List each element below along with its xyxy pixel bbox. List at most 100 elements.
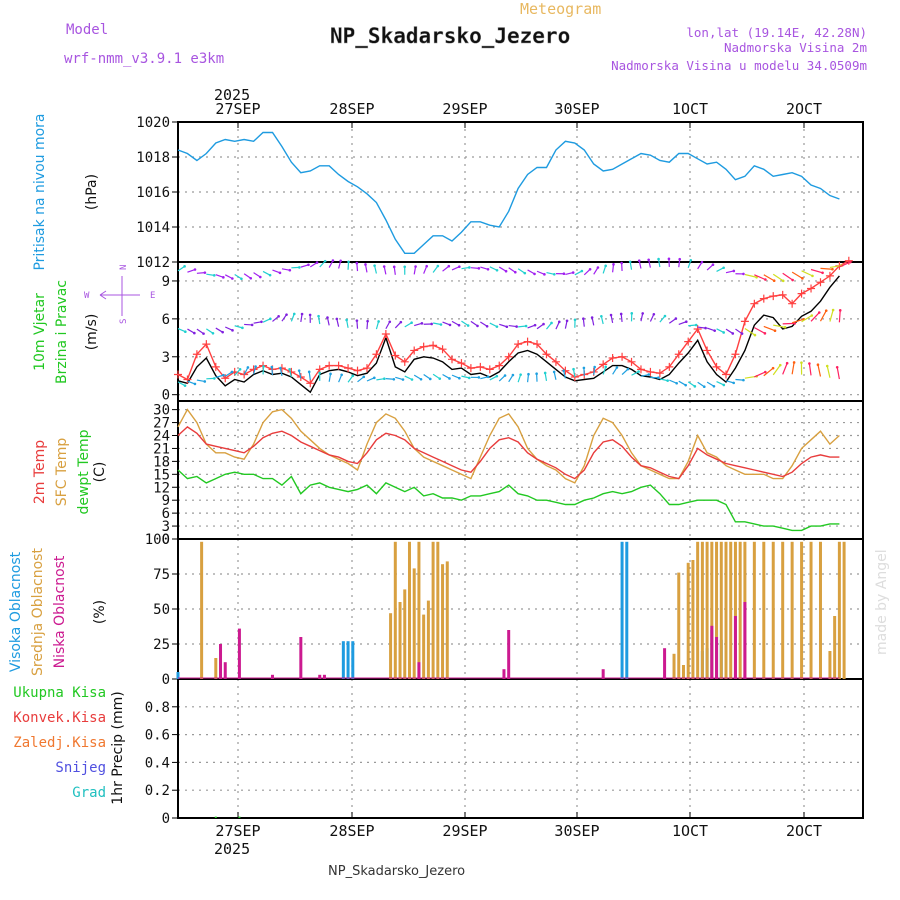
gust-marker — [684, 337, 693, 346]
wind-arrow — [224, 371, 233, 377]
wind-arrow — [754, 327, 766, 334]
wind-arrow-head — [515, 325, 518, 328]
wind-arrow-head — [439, 323, 443, 326]
gust-marker — [674, 350, 683, 359]
wind-arrow — [527, 269, 535, 275]
y-axis-label-wind-dir: Brzina i Pravac — [54, 280, 70, 384]
wind-arrow — [648, 259, 651, 268]
wind-arrow — [288, 369, 292, 378]
wind-arrow-head — [637, 370, 640, 373]
wind-arrow — [593, 267, 599, 275]
wind-arrow-head — [722, 383, 726, 387]
wind-arrow — [356, 263, 359, 272]
wind-arrow-head — [377, 320, 380, 323]
wind-arrow — [706, 264, 714, 271]
wind-arrow — [375, 321, 380, 330]
wind-arrow-head — [667, 257, 671, 261]
wind-arrow-head — [486, 268, 490, 271]
gust-marker — [466, 364, 475, 373]
wind-arrow — [413, 266, 417, 275]
wind-arrow-head — [572, 367, 575, 371]
wind-arrow-head — [580, 269, 584, 273]
wind-arrow — [754, 274, 766, 281]
gust-marker — [807, 284, 816, 293]
wind-arrow-head — [231, 277, 234, 280]
wind-arrow-head — [184, 330, 187, 334]
wind-arrow-head — [700, 260, 704, 264]
bar — [426, 600, 430, 679]
x-tick-label-top: 2OCT — [786, 100, 822, 118]
wind-arrow-head — [542, 322, 545, 326]
wind-arrow — [423, 373, 431, 380]
gust-marker — [277, 364, 286, 373]
gust-marker — [448, 355, 456, 364]
gust-marker — [495, 361, 504, 370]
y-tick-label: 1016 — [136, 185, 170, 201]
wind-arrow — [583, 268, 591, 276]
wind-arrow — [553, 371, 557, 380]
wind-arrow-head — [503, 374, 507, 377]
y-tick-label: 50 — [153, 602, 170, 618]
wind-arrow — [620, 313, 623, 322]
wind-arrow-head — [565, 319, 569, 323]
wind-arrow — [442, 373, 450, 379]
wind-arrow — [374, 265, 377, 274]
bar — [705, 541, 709, 679]
gust-marker — [655, 369, 664, 378]
bar — [351, 641, 355, 679]
x-tick-label-bottom: 27SEP — [215, 822, 260, 840]
wind-arrow-head — [351, 374, 355, 378]
y-axis-unit-wind: (m/s) — [84, 314, 100, 351]
x-tick-label-top: 29SEP — [442, 100, 487, 118]
wind-arrow-head — [704, 326, 707, 330]
wind-arrow — [244, 323, 253, 326]
wind-arrow — [385, 378, 394, 380]
bar — [818, 541, 822, 679]
wind-arrow-head — [288, 268, 292, 272]
wind-arrow-head — [722, 266, 725, 270]
wind-arrow — [300, 313, 303, 323]
wind-arrow — [234, 368, 241, 376]
wind-arrow-head — [448, 323, 452, 327]
bar — [219, 644, 223, 679]
wind-arrow — [763, 274, 775, 282]
wind-arrow-head — [477, 267, 481, 270]
wind-arrow-head — [684, 320, 688, 324]
gust-marker — [192, 350, 201, 359]
wind-arrow-head — [771, 366, 775, 370]
y-tick-label: 6 — [162, 312, 170, 328]
wind-arrow-head — [495, 325, 499, 328]
wind-arrow-head — [323, 259, 327, 263]
compass-north: N — [119, 265, 129, 270]
wind-arrow — [725, 380, 734, 384]
wind-arrow — [763, 367, 774, 377]
wind-arrow-head — [666, 379, 669, 382]
gust-marker — [174, 370, 182, 379]
wind-arrow-head — [533, 272, 536, 276]
bar — [214, 658, 218, 679]
y-tick-label: 0 — [162, 388, 170, 404]
footer-station: NP_Skadarsko_Jezero — [328, 864, 465, 879]
wind-arrow — [772, 364, 781, 376]
y-axis-label-mid-cloud: Srednja Oblacnost — [30, 548, 46, 676]
bar — [393, 541, 397, 679]
wind-arrow — [801, 315, 813, 323]
wind-arrow — [262, 366, 265, 375]
wind-arrow — [563, 370, 566, 379]
bar — [625, 541, 629, 679]
wind-arrow-head — [298, 266, 301, 269]
wind-arrow — [347, 261, 350, 270]
wind-arrow-head — [401, 378, 405, 381]
gust-marker — [712, 362, 721, 371]
wind-arrow — [442, 265, 450, 272]
wind-arrow-head — [620, 261, 623, 265]
wind-arrow — [659, 378, 668, 382]
bar — [715, 541, 719, 679]
wind-arrow — [480, 376, 489, 380]
wind-arrow — [262, 270, 271, 276]
bar — [710, 541, 714, 679]
wind-arrow — [347, 375, 354, 383]
gust-marker — [344, 364, 353, 373]
y-tick-label: 27 — [153, 416, 170, 432]
bar — [445, 561, 449, 679]
